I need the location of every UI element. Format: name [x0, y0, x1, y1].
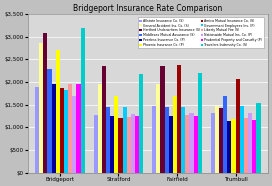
Bar [47, 69, 51, 173]
Title: Bridgeport Insurance Rate Comparison: Bridgeport Insurance Rate Comparison [73, 4, 222, 13]
Bar [215, 106, 219, 173]
Bar [51, 84, 56, 173]
Bar [173, 96, 177, 173]
Bar [64, 90, 68, 173]
Bar [165, 107, 169, 173]
Bar [106, 107, 110, 173]
Bar [236, 79, 240, 173]
Bar [102, 66, 106, 173]
Bar [35, 86, 39, 173]
Bar [131, 114, 135, 173]
Bar [94, 115, 98, 173]
Bar [181, 107, 185, 173]
Bar [72, 96, 76, 173]
Bar [56, 50, 60, 173]
Bar [110, 116, 114, 173]
Bar [123, 107, 127, 173]
Bar [227, 121, 231, 173]
Bar [127, 117, 131, 173]
Bar [248, 113, 252, 173]
Legend: Allstate Insurance Co. (S), General Accident Ins. Co. (S), Hartford Underwriters: Allstate Insurance Co. (S), General Acci… [138, 17, 264, 48]
Bar [39, 43, 43, 173]
Bar [160, 66, 165, 173]
Bar [68, 84, 72, 173]
Bar [194, 116, 198, 173]
Bar [240, 105, 244, 173]
Bar [118, 118, 123, 173]
Bar [256, 103, 261, 173]
Bar [135, 116, 139, 173]
Bar [139, 74, 143, 173]
Bar [169, 116, 173, 173]
Bar [190, 113, 194, 173]
Bar [152, 105, 156, 173]
Bar [211, 113, 215, 173]
Bar [60, 88, 64, 173]
Bar [114, 96, 118, 173]
Bar [43, 33, 47, 173]
Bar [76, 84, 81, 173]
Bar [177, 65, 181, 173]
Bar [198, 73, 202, 173]
Bar [185, 115, 190, 173]
Bar [156, 84, 160, 173]
Bar [231, 119, 236, 173]
Bar [252, 120, 256, 173]
Bar [223, 96, 227, 173]
Bar [98, 84, 102, 173]
Bar [81, 28, 85, 173]
Bar [219, 108, 223, 173]
Bar [244, 118, 248, 173]
